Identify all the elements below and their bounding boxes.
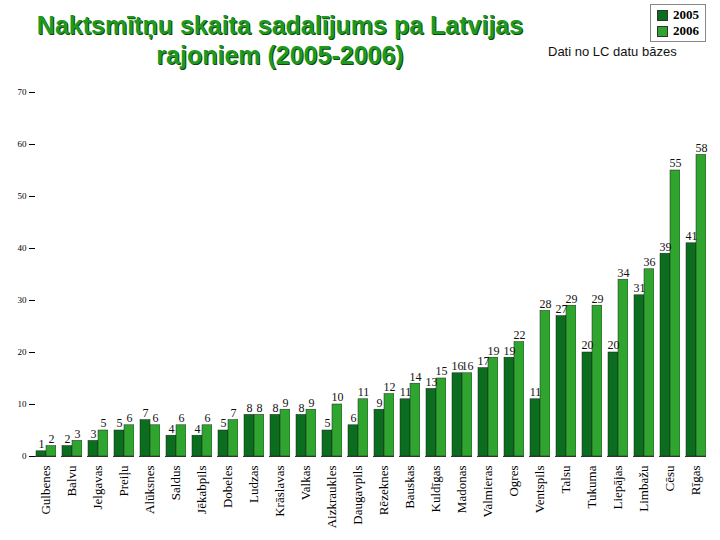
svg-text:41: 41 xyxy=(686,229,698,243)
svg-text:Rēzeknes: Rēzeknes xyxy=(376,466,391,516)
svg-text:16: 16 xyxy=(451,359,464,374)
svg-text:9: 9 xyxy=(283,396,289,410)
svg-text:Jelgavas: Jelgavas xyxy=(90,466,105,510)
svg-text:2: 2 xyxy=(65,432,71,446)
svg-text:20: 20 xyxy=(18,347,28,357)
svg-text:Valkas: Valkas xyxy=(298,466,313,501)
svg-text:30: 30 xyxy=(18,295,28,305)
svg-text:6: 6 xyxy=(179,411,185,425)
svg-text:Ventspils: Ventspils xyxy=(532,466,547,514)
svg-text:0: 0 xyxy=(22,451,27,461)
svg-text:28: 28 xyxy=(540,297,552,311)
svg-text:10: 10 xyxy=(18,399,28,409)
svg-text:50: 50 xyxy=(18,191,28,201)
svg-text:39: 39 xyxy=(660,240,672,254)
svg-text:13: 13 xyxy=(425,374,438,389)
svg-text:12: 12 xyxy=(384,380,396,394)
svg-text:5: 5 xyxy=(117,416,123,430)
svg-text:29: 29 xyxy=(566,292,578,306)
svg-text:11: 11 xyxy=(530,385,542,399)
svg-text:Gulbenes: Gulbenes xyxy=(38,466,53,515)
svg-text:Madonas: Madonas xyxy=(454,466,469,514)
svg-text:11: 11 xyxy=(358,385,370,399)
svg-text:8: 8 xyxy=(299,401,305,415)
svg-text:31: 31 xyxy=(634,281,646,295)
svg-text:Limbažu: Limbažu xyxy=(636,465,651,512)
svg-text:20: 20 xyxy=(608,338,620,352)
svg-text:9: 9 xyxy=(309,396,315,410)
svg-text:8: 8 xyxy=(273,401,279,415)
svg-text:Ludzas: Ludzas xyxy=(246,466,261,504)
svg-text:58: 58 xyxy=(696,141,708,155)
svg-text:29: 29 xyxy=(592,292,604,306)
html-text:Dati no LC datu bāzes: Dati no LC datu bāzes xyxy=(548,44,677,59)
svg-text:3: 3 xyxy=(75,427,81,441)
svg-text:Valmieras: Valmieras xyxy=(480,466,495,518)
svg-text:Kuldīgas: Kuldīgas xyxy=(428,466,443,513)
svg-text:6: 6 xyxy=(153,411,159,425)
svg-text:20: 20 xyxy=(582,338,594,352)
svg-text:40: 40 xyxy=(18,243,28,253)
svg-text:7: 7 xyxy=(231,406,237,420)
svg-text:19: 19 xyxy=(504,344,516,358)
svg-text:Bauskas: Bauskas xyxy=(402,466,417,509)
svg-text:5: 5 xyxy=(325,416,331,430)
svg-text:11: 11 xyxy=(400,385,412,399)
svg-text:6: 6 xyxy=(127,411,133,425)
svg-text:Dobeles: Dobeles xyxy=(220,466,235,509)
svg-text:Jēkabpils: Jēkabpils xyxy=(194,466,209,514)
html-text:Naktsmītņu skaita sadalījums p: Naktsmītņu skaita sadalījums pa Latvijas… xyxy=(36,11,524,69)
svg-text:3: 3 xyxy=(91,427,97,441)
svg-text:55: 55 xyxy=(670,156,682,170)
svg-text:34: 34 xyxy=(618,266,630,280)
svg-text:36: 36 xyxy=(644,255,656,269)
svg-text:5: 5 xyxy=(101,416,107,430)
svg-text:8: 8 xyxy=(257,401,263,415)
svg-text:4: 4 xyxy=(169,422,175,436)
svg-text:Krāslavas: Krāslavas xyxy=(272,466,287,517)
svg-text:70: 70 xyxy=(18,87,28,97)
svg-text:Liepājas: Liepājas xyxy=(610,466,625,510)
svg-text:6: 6 xyxy=(205,411,211,425)
svg-text:Cēsu: Cēsu xyxy=(662,465,677,492)
svg-text:8: 8 xyxy=(247,401,253,415)
svg-text:Preiļu: Preiļu xyxy=(116,465,131,497)
svg-text:19: 19 xyxy=(488,344,500,358)
svg-text:Tukuma: Tukuma xyxy=(584,465,599,508)
svg-text:Aizkraukles: Aizkraukles xyxy=(324,466,339,529)
svg-text:1: 1 xyxy=(39,437,45,451)
svg-text:5: 5 xyxy=(221,416,227,430)
svg-text:14: 14 xyxy=(410,370,422,384)
svg-text:6: 6 xyxy=(351,411,357,425)
svg-text:10: 10 xyxy=(332,390,344,404)
svg-text:Talsu: Talsu xyxy=(558,465,573,493)
svg-text:Ogres: Ogres xyxy=(506,466,521,497)
svg-text:15: 15 xyxy=(436,364,448,378)
svg-text:27: 27 xyxy=(555,301,568,316)
svg-text:9: 9 xyxy=(377,396,383,410)
svg-text:Saldus: Saldus xyxy=(168,466,183,501)
svg-text:16: 16 xyxy=(462,359,474,373)
svg-text:17: 17 xyxy=(477,353,490,368)
svg-text:Alūksnes: Alūksnes xyxy=(142,466,157,514)
svg-text:60: 60 xyxy=(18,139,28,149)
svg-text:Rīgas: Rīgas xyxy=(688,466,703,496)
svg-text:Daugavpils: Daugavpils xyxy=(350,466,365,525)
svg-text:4: 4 xyxy=(195,422,201,436)
svg-text:7: 7 xyxy=(143,406,149,420)
svg-text:2: 2 xyxy=(49,432,55,446)
html-text:2005: 2005 xyxy=(673,7,699,22)
svg-text:Balvu: Balvu xyxy=(64,465,79,497)
svg-text:22: 22 xyxy=(514,328,526,342)
html-text:2006: 2006 xyxy=(673,23,699,38)
